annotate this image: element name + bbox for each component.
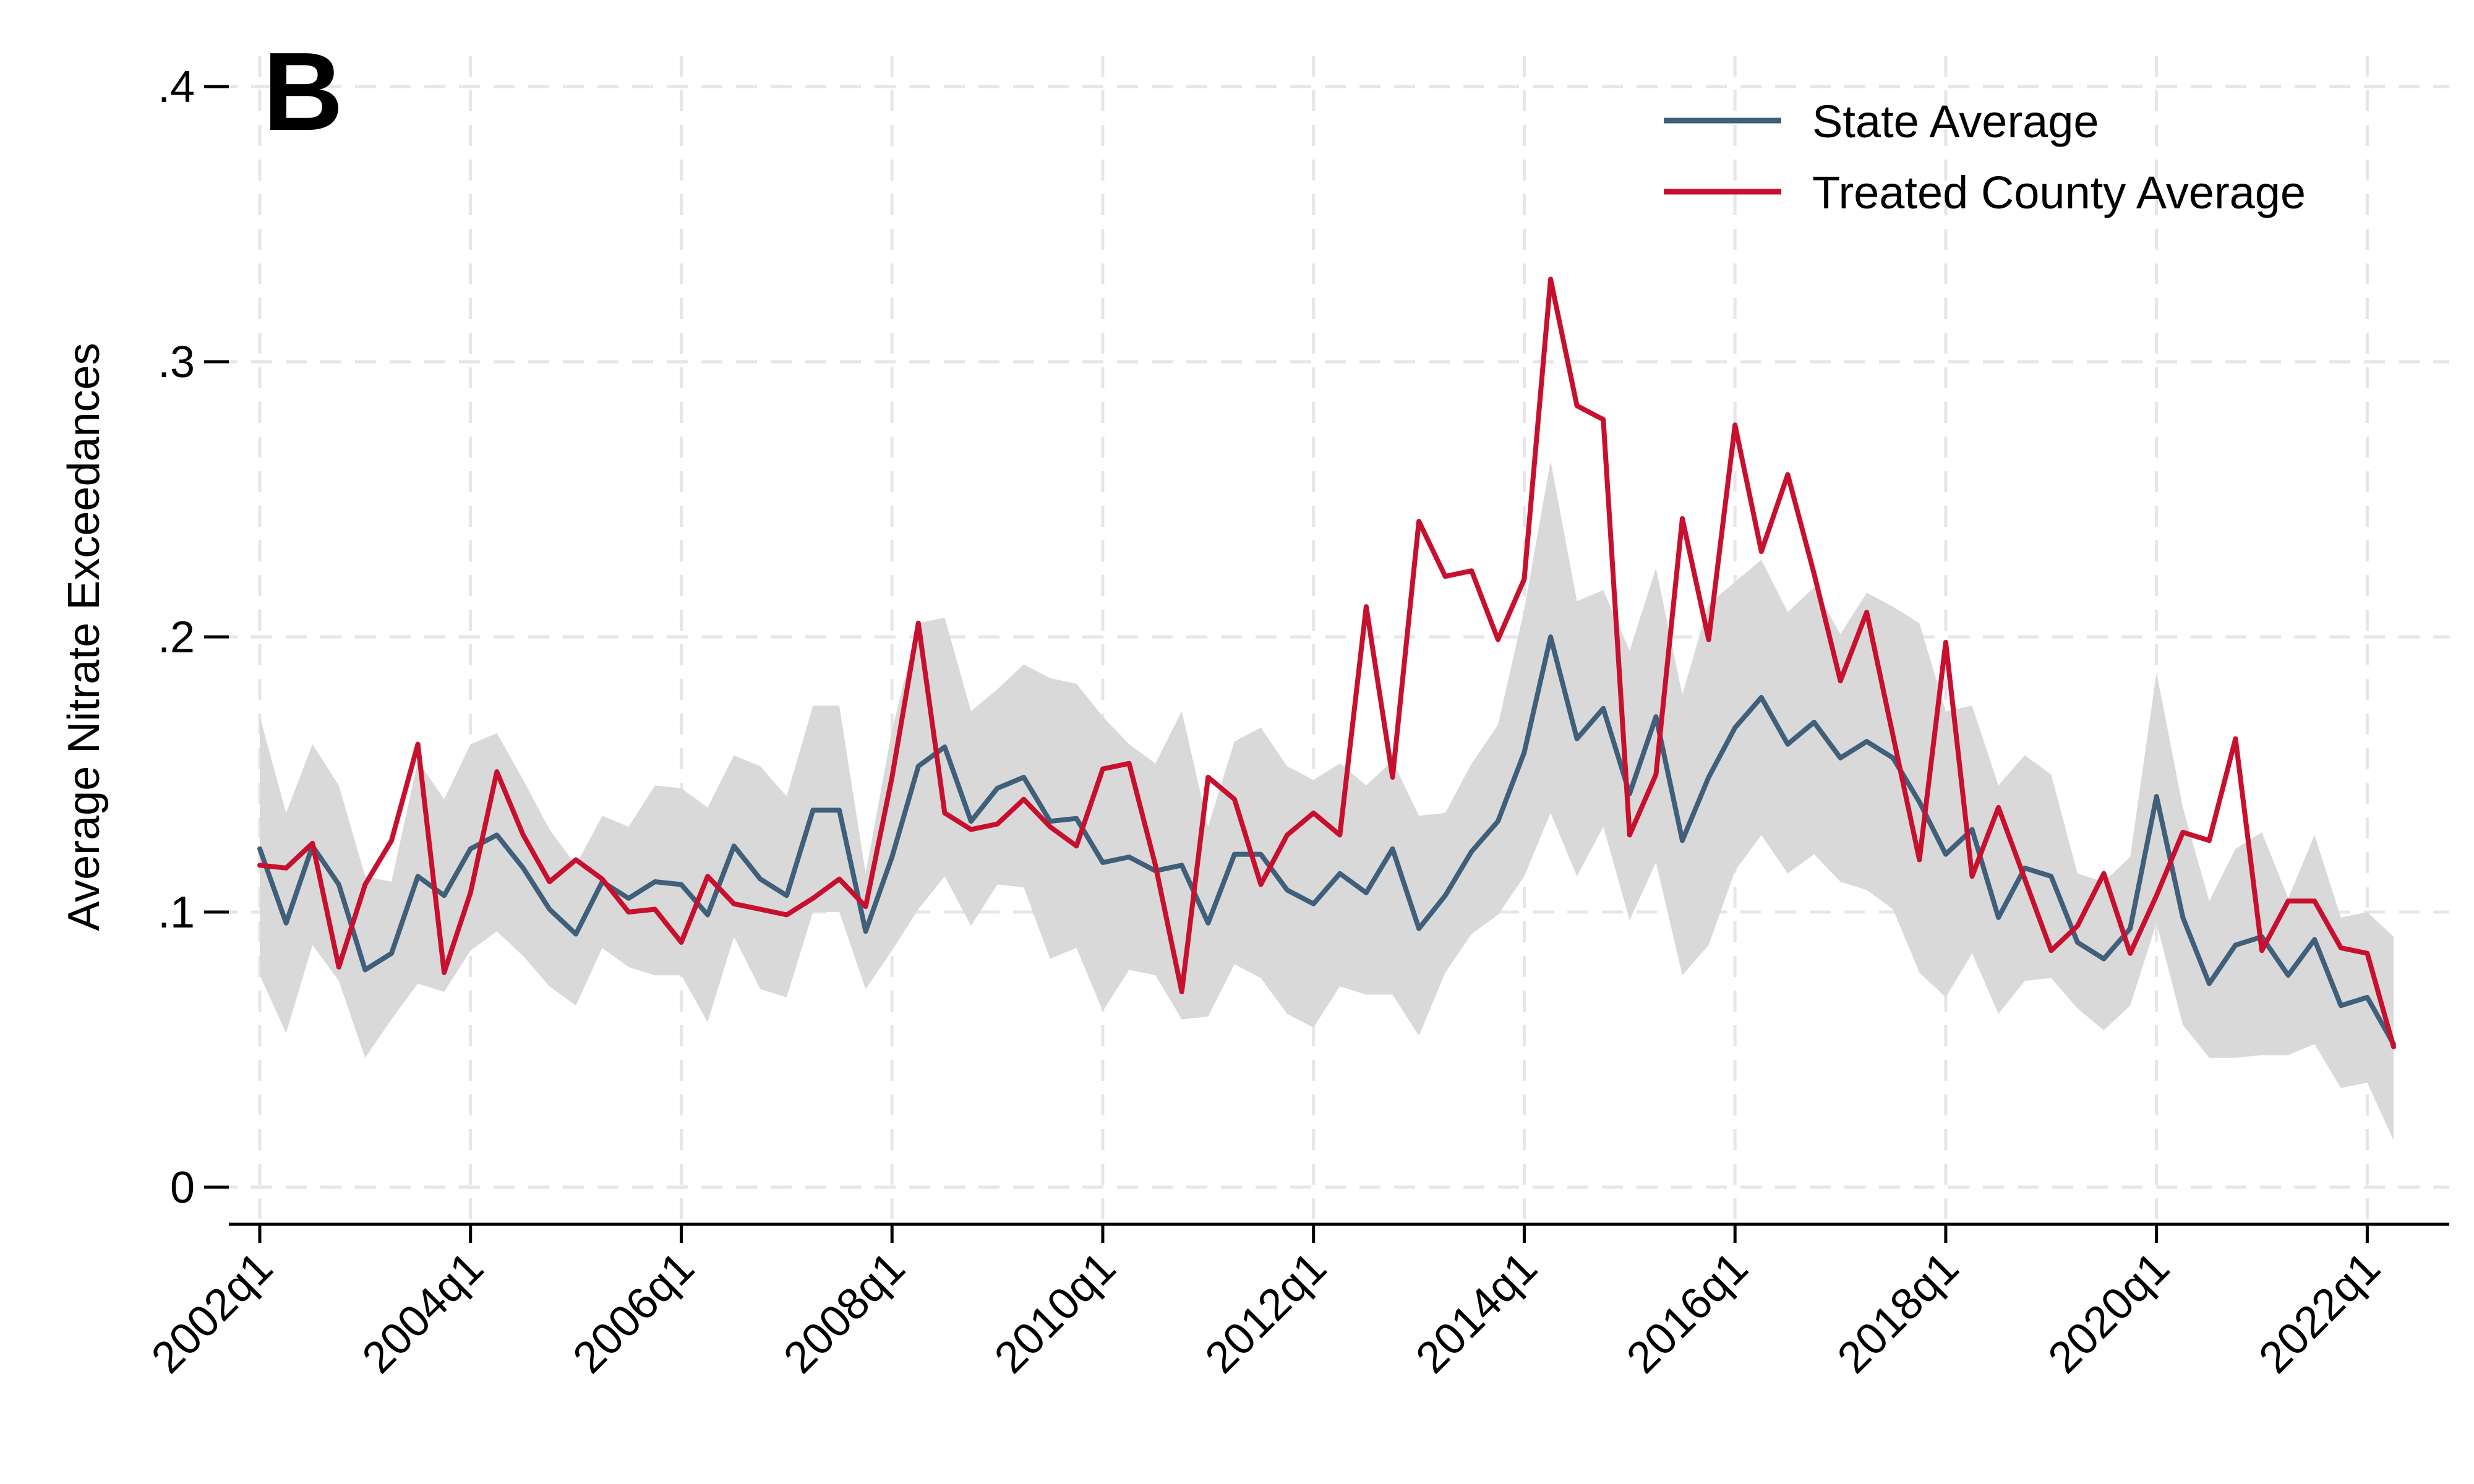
x-tick-label: 2006q1 [563, 1243, 703, 1383]
series-line-treated-county-average [257, 276, 2396, 1049]
y-tick-label: .1 [158, 888, 195, 937]
legend-label-state-average: State Average [1812, 96, 2099, 147]
x-tick-label: 2020q1 [2039, 1243, 2179, 1383]
panel-label: B [263, 30, 343, 154]
y-tick-label: 0 [170, 1163, 195, 1213]
tick-labels: 0 .1 .2 .3 .4 2002q1 2004q1 2006q1 2008q1 2010q1 2… [142, 62, 2390, 1383]
x-tick-label: 2022q1 [2249, 1243, 2389, 1383]
x-tick-label: 2014q1 [1406, 1243, 1546, 1383]
axes [204, 85, 2449, 1243]
x-tick-label: 2016q1 [1617, 1243, 1757, 1383]
x-tick-label: 2008q1 [774, 1243, 914, 1383]
x-tick-label: 2018q1 [1828, 1243, 1968, 1383]
confidence-band-group [260, 461, 2394, 1141]
legend: State Average Treated County Average [1664, 96, 2306, 218]
y-axis-title: Average Nitrate Exceedances [59, 343, 109, 931]
y-tick-label: .3 [158, 338, 195, 387]
confidence-band [260, 461, 2394, 1141]
x-tick-label: 2004q1 [353, 1243, 493, 1383]
legend-label-treated-county-average: Treated County Average [1812, 167, 2306, 218]
series-line-state-average [257, 634, 2396, 1047]
x-tick-label: 2002q1 [142, 1243, 282, 1383]
x-tick-label: 2010q1 [985, 1243, 1125, 1383]
y-tick-label: .2 [158, 613, 195, 662]
series-group [257, 276, 2396, 1049]
x-tick-label: 2012q1 [1196, 1243, 1336, 1383]
gridlines [216, 56, 2449, 1224]
y-tick-label: .4 [158, 62, 195, 112]
